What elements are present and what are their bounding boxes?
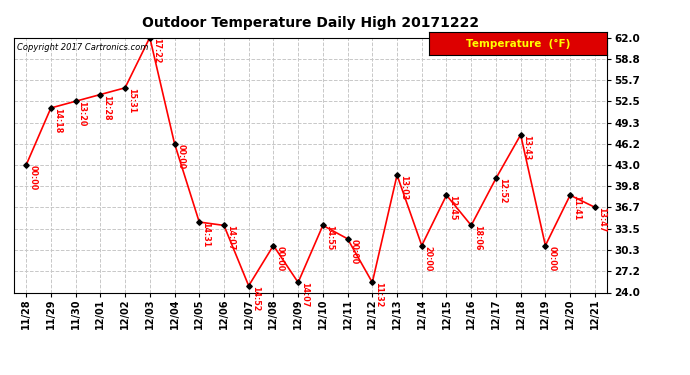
Text: 00:00: 00:00 — [350, 239, 359, 264]
Text: 14:07: 14:07 — [226, 225, 235, 251]
Text: 14:31: 14:31 — [201, 222, 210, 247]
Text: 11:32: 11:32 — [374, 282, 383, 308]
Text: 15:31: 15:31 — [127, 88, 136, 113]
Text: 00:00: 00:00 — [275, 246, 284, 271]
Text: 00:00: 00:00 — [177, 144, 186, 169]
Text: 00:00: 00:00 — [28, 165, 37, 190]
Text: 13:03: 13:03 — [399, 175, 408, 200]
Text: 17:22: 17:22 — [152, 38, 161, 63]
Title: Outdoor Temperature Daily High 20171222: Outdoor Temperature Daily High 20171222 — [142, 16, 479, 30]
Text: 13:43: 13:43 — [522, 135, 531, 160]
Text: 13:20: 13:20 — [77, 101, 86, 127]
Text: 12:28: 12:28 — [102, 94, 111, 120]
Text: 11:41: 11:41 — [572, 195, 581, 220]
Text: 12:45: 12:45 — [448, 195, 457, 220]
Text: Copyright 2017 Cartronics.com: Copyright 2017 Cartronics.com — [17, 43, 148, 52]
Text: 12:52: 12:52 — [498, 178, 507, 204]
Text: 14:18: 14:18 — [53, 108, 62, 134]
Text: 00:00: 00:00 — [547, 246, 556, 271]
Text: 13:47: 13:47 — [597, 207, 606, 232]
Text: 20:00: 20:00 — [424, 246, 433, 271]
Text: 18:06: 18:06 — [473, 225, 482, 251]
Text: 14:07: 14:07 — [300, 282, 309, 308]
Text: 14:52: 14:52 — [250, 286, 259, 311]
Text: 14:55: 14:55 — [325, 225, 334, 251]
